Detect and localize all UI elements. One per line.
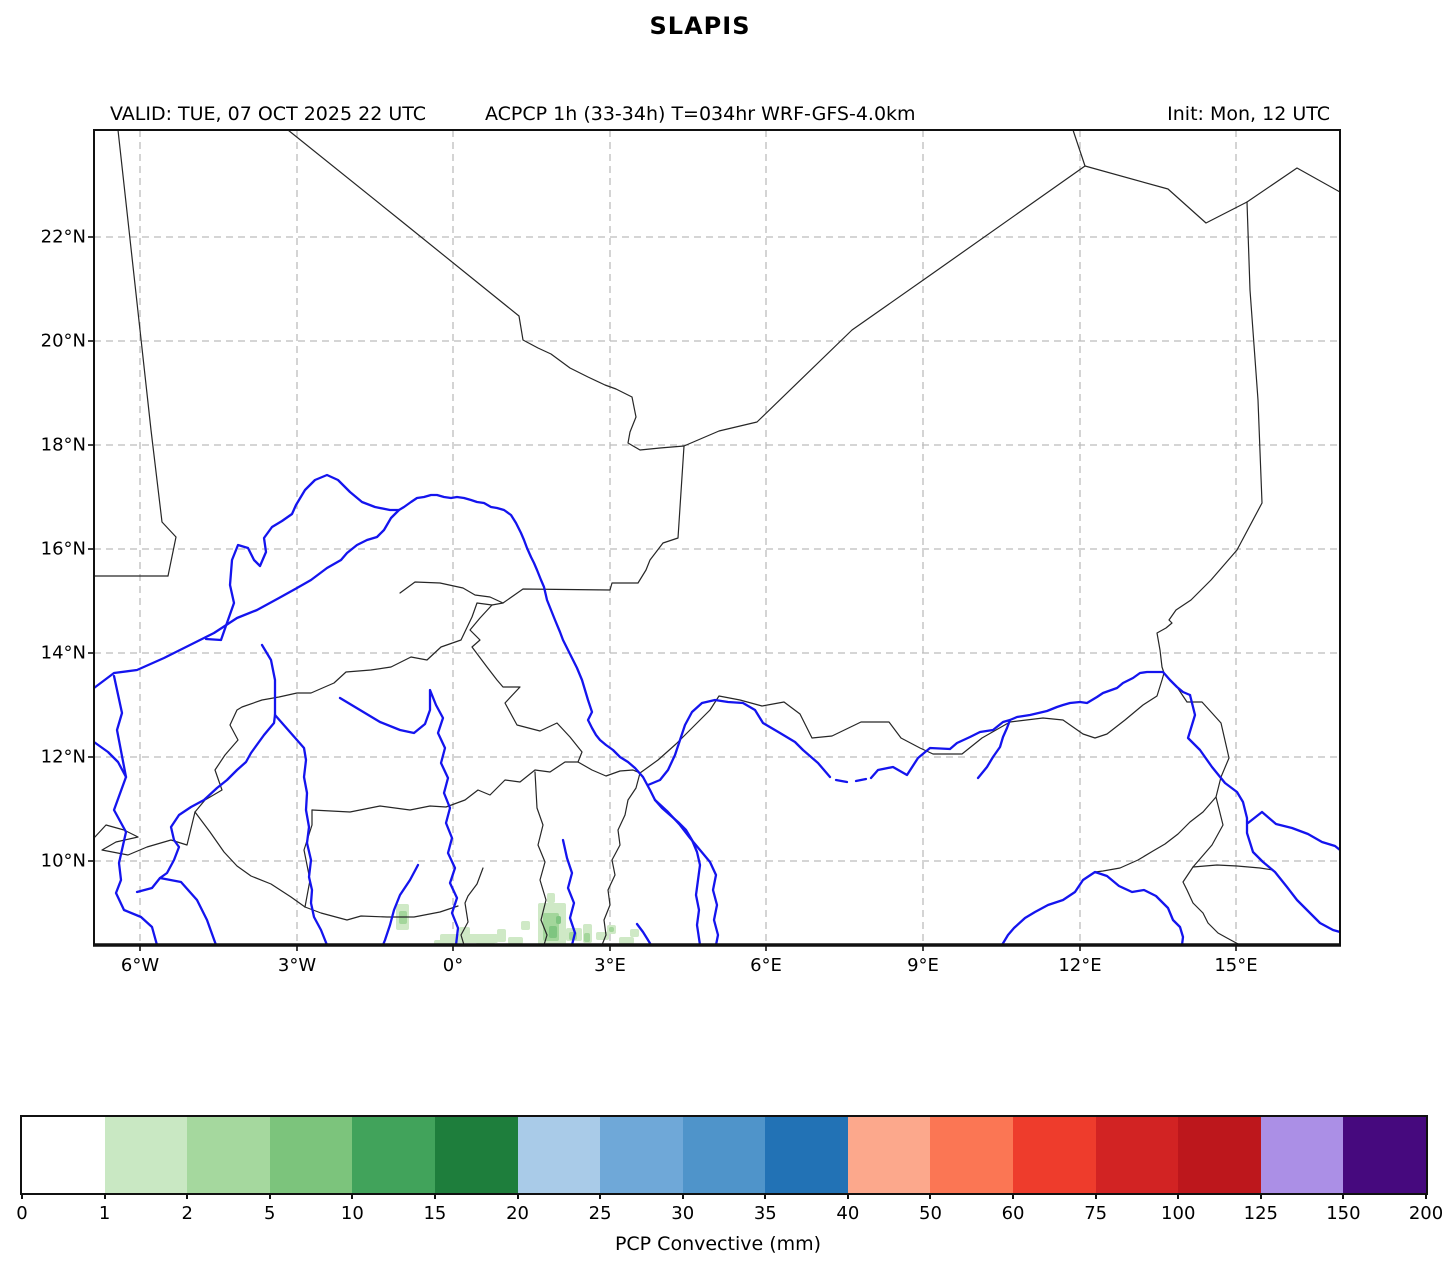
x-tick-label: 12°E [1058,955,1102,976]
colorbar-tick-label: 60 [1001,1203,1025,1224]
colorbar-tick [351,1193,354,1199]
colorbar [20,1115,1428,1195]
colorbar-tick [516,1193,519,1199]
colorbar-tick [1012,1193,1015,1199]
x-tick-label: 3°E [594,955,626,976]
colorbar-tick-label: 125 [1243,1203,1278,1224]
colorbar-tick [21,1193,23,1199]
colorbar-tick [1094,1193,1097,1199]
colorbar-segment [600,1117,684,1193]
colorbar-tick-label: 1 [98,1203,111,1224]
colorbar-tick-label: 20 [506,1203,529,1224]
colorbar-tick-label: 100 [1161,1203,1196,1224]
product-text: ACPCP 1h (33-34h) T=034hr WRF-GFS-4.0km [485,103,916,125]
colorbar-tick-label: 10 [340,1203,364,1224]
colorbar-tick-label: 30 [671,1203,695,1224]
colorbar-tick [1259,1193,1262,1199]
colorbar-tick-label: 25 [588,1203,612,1224]
colorbar-segment [930,1117,1014,1193]
x-tick-label: 6°W [120,955,160,976]
colorbar-tick-label: 40 [836,1203,860,1224]
x-tick-label: 9°E [907,955,939,976]
colorbar-tick-label: 0 [16,1203,28,1224]
colorbar-tick [268,1193,271,1199]
colorbar-segment [1343,1117,1426,1193]
page-title: SLAPIS [649,12,751,40]
colorbar-tick-label: 2 [181,1203,193,1224]
colorbar-segment [517,1117,601,1193]
colorbar-tick [764,1193,767,1199]
x-tick-label: 15°E [1214,955,1258,976]
colorbar-segment [269,1117,353,1193]
y-tick-label: 10°N [40,850,86,872]
colorbar-segment [1095,1117,1179,1193]
y-tick-label: 18°N [40,434,86,456]
colorbar-tick [1177,1193,1180,1199]
x-tick-label: 6°E [750,955,782,976]
colorbar-tick [929,1193,932,1199]
colorbar-segment [352,1117,436,1193]
y-tick-label: 14°N [40,642,86,664]
y-tick-label: 22°N [40,226,86,248]
colorbar-axis-label: PCP Convective (mm) [614,1233,822,1255]
colorbar-tick-label: 75 [1084,1203,1108,1224]
colorbar-segment [847,1117,931,1193]
colorbar-tick [1342,1193,1345,1199]
init-time-text: Init: Mon, 12 UTC [1167,103,1330,125]
colorbar-tick-label: 15 [423,1203,447,1224]
colorbar-tick-label: 35 [753,1203,777,1224]
colorbar-tick [599,1193,602,1199]
colorbar-segment [682,1117,766,1193]
y-tick-label: 20°N [40,330,86,352]
colorbar-segment [434,1117,519,1193]
colorbar-segment [765,1117,849,1193]
colorbar-segment [187,1117,271,1193]
colorbar-segment [22,1117,106,1193]
colorbar-segment [104,1117,188,1193]
colorbar-tick [103,1193,106,1199]
colorbar-tick [681,1193,684,1199]
x-tick-label: 3°W [277,955,317,976]
colorbar-segment [1178,1117,1262,1193]
colorbar-tick-label: 5 [264,1203,276,1224]
colorbar-tick-label: 50 [919,1203,942,1224]
colorbar-tick [846,1193,849,1199]
colorbar-segment [1013,1117,1097,1193]
colorbar-tick [186,1193,189,1199]
colorbar-tick [1425,1193,1427,1199]
x-tick-label: 0° [442,955,464,976]
y-tick-label: 12°N [40,746,86,768]
colorbar-tick [433,1193,436,1199]
y-tick-label: 16°N [40,538,86,560]
colorbar-tick-label: 150 [1326,1203,1361,1224]
valid-time-text: VALID: TUE, 07 OCT 2025 22 UTC [110,103,426,125]
colorbar-tick-label: 200 [1408,1203,1444,1224]
colorbar-segment [1260,1117,1344,1193]
